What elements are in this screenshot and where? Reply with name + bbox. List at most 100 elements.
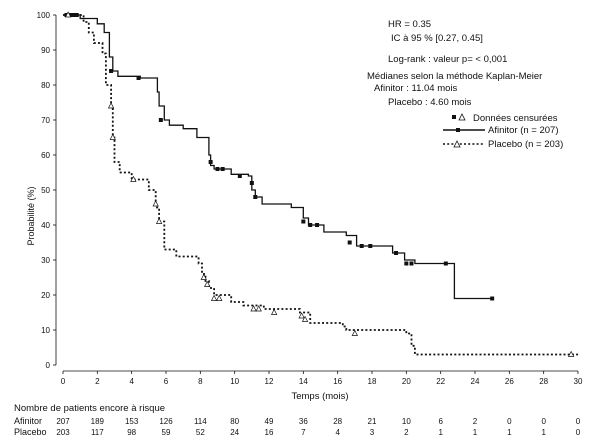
at-risk-value: 28 (333, 417, 342, 426)
legend-afinitor-marker (456, 128, 460, 132)
at-risk-value: 36 (299, 417, 308, 426)
placebo-censor-mark (130, 175, 137, 182)
legend-placebo-label: Placebo (n = 203) (488, 139, 563, 150)
at-risk-value: 21 (368, 417, 377, 426)
at-risk-value: 117 (91, 428, 104, 437)
at-risk-value: 207 (56, 417, 70, 426)
afinitor-censor-mark (359, 244, 364, 248)
at-risk-value: 98 (127, 428, 136, 437)
at-risk-value: 16 (265, 428, 274, 437)
x-tick-label: 24 (471, 377, 480, 386)
at-risk-value: 0 (576, 417, 581, 426)
legend-placebo-marker (453, 140, 461, 148)
at-risk-value: 189 (91, 417, 105, 426)
y-tick-label: 60 (41, 151, 50, 160)
afinitor-censor-mark (208, 160, 213, 164)
placebo-censor-mark (216, 294, 223, 301)
at-risk-value: 0 (507, 417, 512, 426)
legend-censor-square (452, 115, 456, 119)
at-risk-title: Nombre de patients encore à risque (14, 403, 165, 414)
at-risk-value: 10 (402, 417, 411, 426)
y-tick-label: 0 (46, 361, 51, 370)
logrank-text: Log-rank : valeur p= < 0,001 (388, 54, 507, 65)
placebo-censor-mark (210, 294, 218, 301)
at-risk-value: 1 (541, 428, 546, 437)
placebo-censor-mark (64, 11, 72, 18)
afinitor-median-text: Afinitor : 11.04 mois (374, 83, 458, 94)
afinitor-censor-mark (158, 118, 163, 122)
at-risk-value: 0 (541, 417, 546, 426)
y-tick-label: 50 (41, 186, 50, 195)
placebo-censor-mark (107, 102, 115, 109)
x-tick-label: 28 (539, 377, 548, 386)
y-tick-label: 90 (41, 46, 50, 55)
placebo-censor-mark (204, 280, 211, 287)
afinitor-censor-mark (347, 240, 352, 245)
at-risk-value: 52 (196, 428, 205, 437)
afinitor-censor-mark (394, 251, 399, 255)
at-risk-value: 2 (473, 417, 478, 426)
at-risk-value: 2 (404, 428, 409, 437)
at-risk-value: 153 (125, 417, 139, 426)
x-tick-label: 26 (505, 377, 514, 386)
medianes-text: Médianes selon la méthode Kaplan-Meier (367, 71, 542, 82)
at-risk-table: Nombre de patients encore à risque Afini… (14, 403, 581, 437)
at-risk-value: 24 (230, 428, 239, 437)
censor-marks (64, 11, 575, 357)
x-tick-label: 0 (61, 377, 66, 386)
x-tick-label: 22 (436, 377, 445, 386)
afinitor-censor-mark (404, 261, 409, 266)
x-tick-label: 20 (402, 377, 411, 386)
afinitor-censor-mark (409, 261, 414, 266)
y-tick-label: 40 (41, 221, 50, 230)
afinitor-censor-mark (237, 174, 242, 178)
legend-censor-triangle (458, 113, 466, 121)
afinitor-censor-mark (443, 261, 448, 266)
x-tick-label: 2 (95, 377, 100, 386)
placebo-censor-mark (250, 305, 257, 312)
placebo-censor-mark (567, 350, 575, 357)
afinitor-censor-mark (301, 219, 306, 224)
afinitor-censor-mark (109, 69, 114, 73)
at-risk-value: 3 (370, 428, 375, 437)
placebo-censor-mark (109, 133, 116, 140)
at-risk-value: 6 (438, 417, 443, 426)
x-tick-label: 12 (265, 377, 274, 386)
hr-text: HR = 0.35 (388, 19, 431, 30)
at-risk-value: 1 (473, 428, 478, 437)
x-tick-label: 10 (230, 377, 239, 386)
y-tick-label: 30 (41, 256, 50, 265)
placebo-censor-mark (270, 308, 278, 315)
placebo-censor-mark (255, 305, 262, 312)
afinitor-censor-mark (315, 223, 320, 227)
y-tick-label: 70 (41, 116, 50, 125)
afinitor-censor-mark (490, 296, 495, 301)
at-risk-value: 7 (301, 428, 306, 437)
afinitor-censor-mark (136, 76, 141, 80)
stats-annotations: HR = 0.35 IC à 95 % [0.27, 0.45] Log-ran… (367, 19, 542, 108)
at-risk-value: 203 (56, 428, 70, 437)
at-risk-row-label: Afinitor (14, 416, 42, 426)
placebo-median-text: Placebo : 4.60 mois (388, 97, 472, 108)
placebo-curve (63, 14, 578, 356)
afinitor-censor-mark (74, 13, 79, 17)
x-tick-label: 30 (574, 377, 583, 386)
at-risk-value: 0 (576, 428, 581, 437)
afinitor-censor-mark (368, 244, 373, 248)
x-tick-label: 6 (164, 377, 169, 386)
legend-censored-label: Données censurées (473, 113, 558, 124)
afinitor-censor-mark (249, 181, 254, 185)
placebo-censor-mark (351, 329, 359, 336)
afinitor-censor-mark (308, 223, 313, 227)
y-tick-label: 10 (41, 326, 50, 335)
x-tick-label: 18 (368, 377, 377, 386)
placebo-censor-mark (200, 273, 207, 280)
afinitor-censor-mark (215, 167, 220, 171)
at-risk-value: 1 (507, 428, 512, 437)
afinitor-censor-mark (220, 167, 225, 171)
at-risk-value: 49 (265, 417, 274, 426)
y-tick-label: 20 (41, 291, 50, 300)
at-risk-row-label: Placebo (14, 427, 47, 437)
legend-afinitor-label: Afinitor (n = 207) (488, 125, 559, 136)
placebo-censor-mark (152, 200, 159, 207)
